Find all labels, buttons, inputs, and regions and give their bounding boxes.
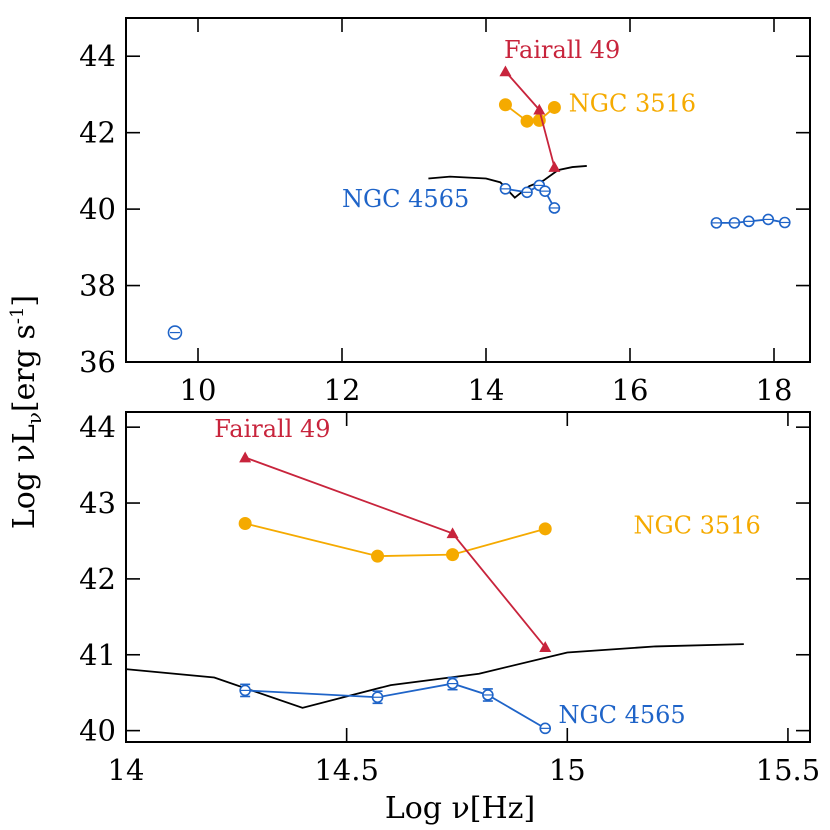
- top-x-tick-label: 10: [180, 373, 217, 407]
- bottom-label-fairall: Fairall 49: [214, 415, 330, 443]
- svg-text:Log νLν[erg s-1]: Log νLν[erg s-1]: [7, 295, 46, 529]
- bottom-ngc3516-point: [238, 517, 252, 531]
- bottom-label-ngc3516: NGC 3516: [633, 511, 760, 539]
- top-x-tick-label: 12: [324, 373, 361, 407]
- bottom-ngc3516-point: [446, 548, 460, 562]
- bottom-ngc4565-line: [245, 682, 546, 730]
- top-label-ngc3516: NGC 3516: [569, 90, 696, 118]
- bottom-y-tick-label: 41: [79, 638, 116, 672]
- bottom-x-tick-label: 14: [108, 753, 145, 787]
- y-axis-title-close: ]: [7, 295, 42, 307]
- x-axis-title: Log ν[Hz]: [385, 791, 535, 826]
- top-plot-frame: [125, 17, 811, 363]
- top-panel: 10 12 14 16 18 36 38 40 42 44 Fairall 49 NGC 3516 NG…: [79, 17, 811, 407]
- top-fairall-point: [499, 65, 512, 77]
- top-y-tick-label: 40: [79, 192, 116, 226]
- bottom-template-line: [125, 643, 744, 709]
- top-x-tick-label: 14: [468, 373, 505, 407]
- bottom-fairall-point: [539, 641, 552, 652]
- bottom-ngc3516-point: [371, 549, 385, 563]
- top-x-tick-label: 16: [612, 373, 649, 407]
- top-y-tick-label: 42: [79, 116, 116, 150]
- bottom-fairall-line: [244, 456, 546, 648]
- y-axis-title: Log νLν[erg s-1]: [7, 295, 46, 529]
- bottom-y-tick-label: 43: [79, 486, 116, 520]
- top-ngc3516-point: [498, 98, 512, 112]
- top-label-fairall: Fairall 49: [504, 36, 620, 64]
- top-y-tick-label: 36: [79, 345, 116, 379]
- y-axis-title-main: Log νL: [7, 424, 42, 529]
- bottom-plot-frame: [125, 411, 811, 743]
- y-axis-title-units: [erg s: [7, 324, 42, 412]
- bottom-ngc3516-line: [244, 522, 546, 558]
- top-label-ngc4565: NGC 4565: [342, 185, 469, 213]
- top-ngc3516-point: [547, 100, 561, 114]
- top-x-tick-label: 18: [756, 373, 793, 407]
- bottom-x-tick-label: 15: [549, 753, 586, 787]
- top-y-tick-label: 38: [79, 269, 116, 303]
- bottom-x-tick-label: 15.5: [756, 753, 821, 787]
- top-y-tick-label: 44: [79, 39, 116, 73]
- bottom-label-ngc4565: NGC 4565: [558, 701, 685, 729]
- top-ngc3516-point: [520, 114, 534, 128]
- bottom-x-tick-label: 14.5: [314, 753, 379, 787]
- top-fairall-point: [533, 103, 546, 115]
- bottom-fairall-point: [239, 451, 252, 463]
- y-axis-title-exponent: -1: [7, 307, 28, 325]
- bottom-y-tick-label: 42: [79, 562, 116, 596]
- top-fairall-point: [548, 161, 561, 172]
- bottom-panel: 14 14.5 15 15.5 40 41 42 43 44 Fairall 49 NGC 3516…: [79, 410, 820, 787]
- y-axis-title-subscript: ν: [22, 412, 46, 424]
- bottom-y-tick-label: 40: [79, 714, 116, 748]
- top-template-line: [428, 165, 587, 199]
- bottom-ngc3516-point: [538, 522, 552, 536]
- bottom-y-tick-label: 44: [79, 410, 116, 444]
- bottom-fairall-point: [446, 527, 459, 539]
